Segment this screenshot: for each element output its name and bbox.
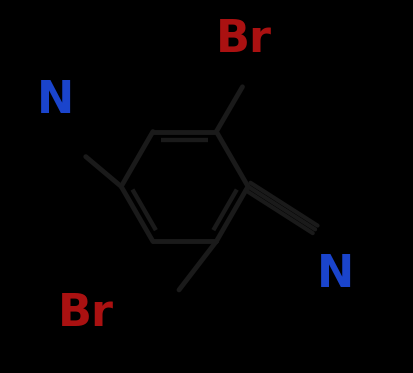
Text: N: N <box>316 253 354 296</box>
Text: Br: Br <box>216 18 272 61</box>
Text: Br: Br <box>58 292 114 335</box>
Text: N: N <box>37 79 74 122</box>
